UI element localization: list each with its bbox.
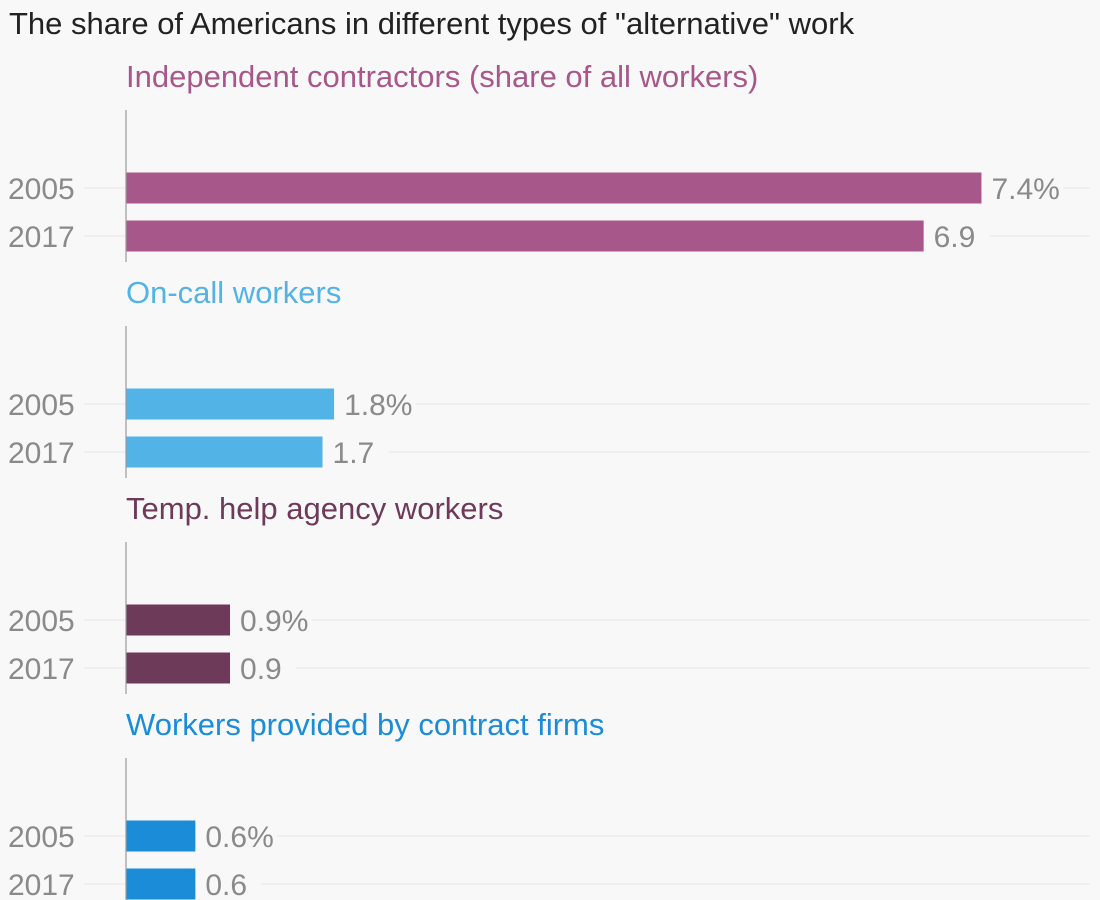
value-label: 0.6: [205, 869, 247, 900]
year-label: 2017: [8, 221, 75, 254]
year-label: 2017: [8, 869, 75, 900]
bar: [126, 436, 323, 468]
chart-panel: Workers provided by contract firms 2005 0.…: [8, 707, 1090, 900]
year-label: 2017: [8, 653, 75, 686]
chart-title: The share of Americans in different type…: [9, 6, 855, 41]
chart-panel: Temp. help agency workers 2005 0.9% 2017 0.9: [8, 491, 1090, 694]
year-label: 2017: [8, 437, 75, 470]
panel-title: Workers provided by contract firms: [126, 707, 604, 742]
bar: [126, 388, 335, 420]
value-label: 1.8%: [344, 389, 412, 422]
panel-title: Independent contractors (share of all wo…: [126, 59, 758, 94]
panel-title: Temp. help agency workers: [126, 491, 503, 526]
bar: [126, 868, 196, 900]
panel-title: On-call workers: [126, 275, 341, 310]
year-label: 2005: [8, 389, 75, 422]
bar: [126, 220, 924, 252]
bar: [126, 172, 982, 204]
value-label: 0.6%: [205, 821, 273, 854]
value-label: 7.4%: [991, 173, 1059, 206]
value-label: 1.7: [333, 437, 375, 470]
value-label: 0.9: [240, 653, 282, 686]
chart-panel: Independent contractors (share of all wo…: [8, 59, 1090, 262]
chart-panel: On-call workers 2005 1.8% 2017 1.7: [8, 275, 1090, 478]
year-label: 2005: [8, 173, 75, 206]
value-label: 6.9: [934, 221, 976, 254]
bar: [126, 820, 196, 852]
value-label: 0.9%: [240, 605, 308, 638]
year-label: 2005: [8, 821, 75, 854]
year-label: 2005: [8, 605, 75, 638]
bar: [126, 604, 231, 636]
bar: [126, 652, 231, 684]
